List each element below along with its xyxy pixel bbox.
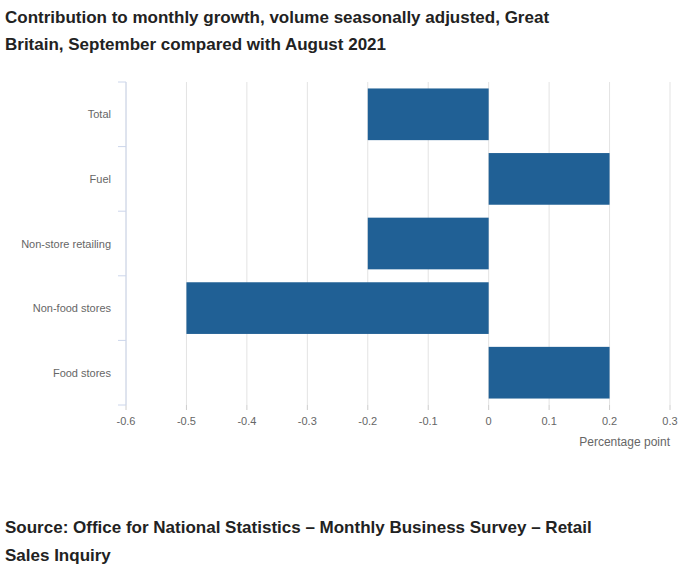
category-label: Non-food stores (33, 302, 112, 314)
tick-label: 0.2 (602, 415, 617, 427)
tick-label: 0.3 (662, 415, 677, 427)
chart-title: Contribution to monthly growth, volume s… (5, 4, 585, 58)
chart-source: Source: Office for National Statistics –… (5, 514, 595, 570)
bar (489, 153, 610, 205)
category-tick (118, 275, 126, 276)
tick-label: -0.1 (419, 415, 438, 427)
tick-label: -0.5 (177, 415, 196, 427)
bar (489, 347, 610, 399)
tick-mark (428, 405, 429, 410)
tick-mark (186, 405, 187, 410)
tick-mark (367, 405, 368, 410)
bar (186, 282, 488, 334)
tick-label: -0.4 (237, 415, 256, 427)
tick-mark (670, 405, 671, 410)
category-tick (118, 211, 126, 212)
tick-label: -0.2 (358, 415, 377, 427)
tick-mark (307, 405, 308, 410)
grid-line (246, 82, 247, 405)
category-label: Total (88, 108, 111, 120)
grid-line (186, 82, 187, 405)
tick-label: -0.6 (117, 415, 136, 427)
category-tick (118, 405, 126, 406)
category-tick (118, 82, 126, 83)
tick-mark (126, 405, 127, 410)
tick-label: 0.1 (541, 415, 556, 427)
grid-line (670, 82, 671, 405)
y-axis-line (126, 82, 127, 405)
chart-svg: -0.6 -0.5 -0.4 -0.3 -0.2 -0.1 0 0.1 0.2 0.3 Total F… (0, 0, 683, 576)
grid-line (307, 82, 308, 405)
category-label: Fuel (90, 173, 111, 185)
x-axis-line (126, 405, 670, 406)
tick-mark (246, 405, 247, 410)
category-tick (118, 146, 126, 147)
bars (186, 88, 609, 398)
bar (368, 88, 489, 140)
x-axis-label: Percentage point (579, 435, 670, 449)
category-label: Non-store retailing (21, 238, 111, 250)
tick-mark (549, 405, 550, 410)
tick-mark (488, 405, 489, 410)
tick-label: -0.3 (298, 415, 317, 427)
category-tick (118, 340, 126, 341)
tick-label: 0 (486, 415, 492, 427)
grid-line (126, 82, 127, 405)
tick-mark (609, 405, 610, 410)
bar (368, 218, 489, 270)
category-label: Food stores (53, 367, 112, 379)
